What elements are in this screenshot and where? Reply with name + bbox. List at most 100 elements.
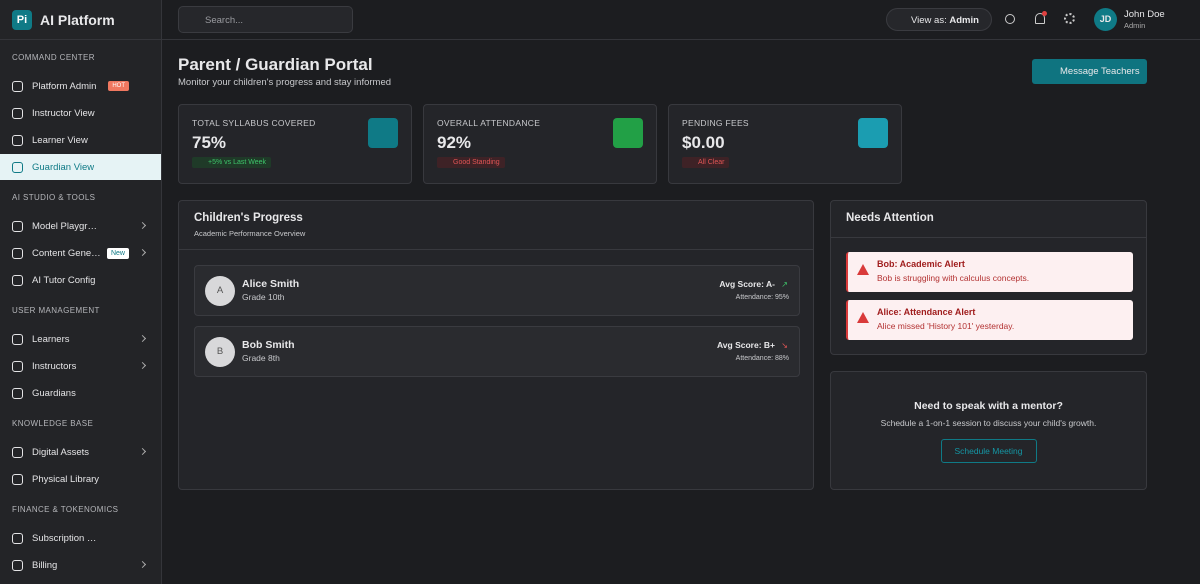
nav-item[interactable]: Platform Admin HOT <box>0 73 161 99</box>
sidebar: Pi AI Platform COMMAND CENTER Platform Ad… <box>0 0 162 584</box>
child-name: Bob Smith <box>242 339 295 351</box>
stat-icon <box>613 118 643 148</box>
trend: ↗ <box>781 280 788 289</box>
nav-icon <box>12 274 23 286</box>
section-title: KNOWLEDGE BASE <box>12 419 94 428</box>
stat-card: OVERALL ATTENDANCE 92% Good Standing <box>423 104 657 184</box>
chevron <box>138 248 147 257</box>
nav-icon <box>12 473 23 485</box>
nav-label: Digital Assets <box>32 446 90 458</box>
nav-icon <box>12 161 23 173</box>
nav-item[interactable]: Learner View <box>0 127 161 153</box>
child-attendance: Attendance: 95% <box>735 294 789 301</box>
view-as-value: Admin <box>949 15 979 26</box>
nav-icon <box>12 387 23 399</box>
nav-label: Content Generation <box>32 247 102 259</box>
stat-icon <box>858 118 888 148</box>
nav-icon <box>12 446 23 458</box>
nav-label: Platform Admin <box>32 80 97 92</box>
theme-toggle[interactable] <box>1005 14 1015 24</box>
stat-delta: All Clear <box>682 157 730 168</box>
alert-icon <box>857 264 869 275</box>
nav-item[interactable]: Physical Library <box>0 466 161 492</box>
stat-label: TOTAL SYLLABUS COVERED <box>192 118 316 128</box>
nav-label: Billing <box>32 559 58 571</box>
brand-name: AI Platform <box>40 11 115 28</box>
nav-item[interactable]: Model Playground <box>0 213 161 239</box>
divider <box>831 237 1146 238</box>
nav-item[interactable]: Instructors <box>0 353 161 379</box>
alert-title: Bob: Academic Alert <box>877 259 965 269</box>
user-role: Admin <box>1124 21 1146 30</box>
child-avatar: B <box>205 337 235 367</box>
nav-label: Subscription Plans <box>32 532 102 544</box>
nav-item[interactable]: Wallet & Credits <box>0 579 161 584</box>
nav-label: Learner View <box>32 134 88 146</box>
child-score: Avg Score: B+ <box>716 340 775 350</box>
child-grade: Grade 10th <box>242 292 285 302</box>
chevron <box>138 447 147 456</box>
brand: Pi AI Platform <box>0 0 161 40</box>
trend: ↘ <box>781 341 788 350</box>
chevron <box>138 221 147 230</box>
attention-title: Needs Attention <box>846 212 934 224</box>
stat-value: 92% <box>437 133 472 152</box>
stat-card: TOTAL SYLLABUS COVERED 75% +5% vs Last Wee… <box>178 104 412 184</box>
stat-value: $0.00 <box>682 133 725 152</box>
alert-title: Alice: Attendance Alert <box>877 307 976 317</box>
nav-item[interactable]: Instructor View <box>0 100 161 126</box>
mentor-card: Need to speak with a mentor? Schedule a … <box>830 371 1147 490</box>
child-avatar: A <box>205 276 235 306</box>
nav-item[interactable]: Guardian View <box>0 154 161 180</box>
progress-subtitle: Academic Performance Overview <box>194 229 306 238</box>
message-button[interactable]: Message Teachers <box>1032 59 1147 84</box>
progress-title: Children's Progress <box>194 212 303 224</box>
nav-icon <box>12 559 23 571</box>
nav-label: AI Tutor Config <box>32 274 96 286</box>
nav-icon <box>12 333 23 345</box>
nav-item[interactable]: Digital Assets <box>0 439 161 465</box>
nav-item[interactable]: Content Generation New <box>0 240 161 266</box>
avatar[interactable]: JD <box>1094 8 1117 31</box>
child-attendance: Attendance: 88% <box>735 355 789 362</box>
nav-item[interactable]: AI Tutor Config <box>0 267 161 293</box>
section-title: USER MANAGEMENT <box>12 306 100 315</box>
section-title: COMMAND CENTER <box>12 53 95 62</box>
stat-label: OVERALL ATTENDANCE <box>437 118 541 128</box>
notifications[interactable] <box>1035 13 1045 24</box>
search-input[interactable]: Search... <box>178 6 353 33</box>
stat-icon <box>368 118 398 148</box>
stat-label: PENDING FEES <box>682 118 749 128</box>
page-title: Parent / Guardian Portal <box>178 55 373 74</box>
nav-item[interactable]: Billing <box>0 552 161 578</box>
nav-label: Guardians <box>32 387 76 399</box>
nav-icon <box>12 220 23 232</box>
alert: Bob: Academic Alert Bob is struggling wit… <box>846 252 1133 292</box>
view-as-label: View as: <box>911 15 947 26</box>
page-subtitle: Monitor your children's progress and sta… <box>178 77 392 88</box>
alert-text: Alice missed 'History 101' yesterday. <box>877 321 1015 331</box>
nav-item[interactable]: Guardians <box>0 380 161 406</box>
nav-icon <box>12 107 23 119</box>
chevron <box>138 560 147 569</box>
nav: COMMAND CENTER Platform Admin HOT Instructo… <box>0 53 161 584</box>
child-grade: Grade 8th <box>242 353 280 363</box>
view-as[interactable]: View as: Admin <box>886 8 992 31</box>
nav-icon <box>12 360 23 372</box>
child-name: Alice Smith <box>242 278 300 290</box>
nav-item[interactable]: Learners <box>0 326 161 352</box>
child-row[interactable]: A Alice Smith Grade 10th Avg Score: A- ↗ Atte… <box>194 265 800 316</box>
child-row[interactable]: B Bob Smith Grade 8th Avg Score: B+ ↘ Attenda… <box>194 326 800 377</box>
section-title: AI STUDIO & TOOLS <box>12 193 96 202</box>
nav-label: Instructor View <box>32 107 95 119</box>
nav-badge: New <box>106 247 129 259</box>
nav-label: Guardian View <box>32 161 95 173</box>
settings[interactable] <box>1064 13 1075 24</box>
nav-label: Instructors <box>32 360 77 372</box>
notification-dot <box>1042 11 1047 16</box>
stat-delta: +5% vs Last Week <box>192 157 272 168</box>
nav-item[interactable]: Subscription Plans <box>0 525 161 551</box>
schedule-button[interactable]: Schedule Meeting <box>940 439 1037 463</box>
nav-label: Learners <box>32 333 70 345</box>
nav-label: Model Playground <box>32 220 102 232</box>
